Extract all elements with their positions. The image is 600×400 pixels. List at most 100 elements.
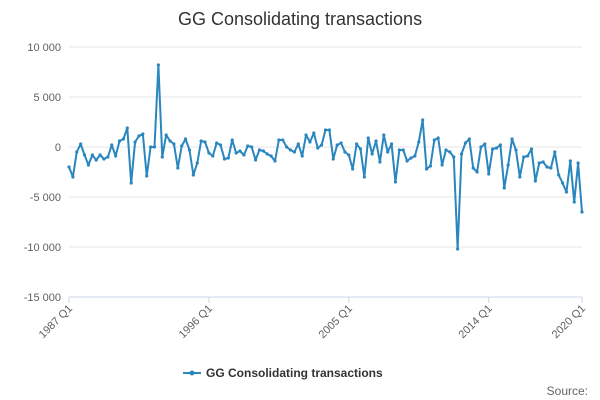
data-point[interactable] xyxy=(471,166,475,170)
data-point[interactable] xyxy=(362,175,366,179)
data-point[interactable] xyxy=(525,154,530,158)
data-point[interactable] xyxy=(518,175,522,179)
data-point[interactable] xyxy=(440,163,444,167)
data-point[interactable] xyxy=(382,133,386,137)
data-point[interactable] xyxy=(553,150,557,154)
data-point[interactable] xyxy=(436,136,440,140)
data-point[interactable] xyxy=(320,143,324,147)
data-point[interactable] xyxy=(475,170,479,174)
data-point[interactable] xyxy=(541,160,545,164)
data-point[interactable] xyxy=(207,151,211,155)
data-point[interactable] xyxy=(343,150,347,154)
data-point[interactable] xyxy=(335,143,339,147)
data-point[interactable] xyxy=(417,140,421,144)
data-point[interactable] xyxy=(444,148,448,152)
data-point[interactable] xyxy=(168,139,172,143)
data-point[interactable] xyxy=(529,147,534,151)
data-point[interactable] xyxy=(226,156,230,160)
data-point[interactable] xyxy=(354,142,359,146)
data-point[interactable] xyxy=(491,147,495,151)
data-point[interactable] xyxy=(459,152,464,156)
data-point[interactable] xyxy=(494,146,499,150)
data-point[interactable] xyxy=(316,146,320,150)
data-point[interactable] xyxy=(358,147,363,151)
data-point[interactable] xyxy=(114,154,118,158)
data-point[interactable] xyxy=(432,138,436,142)
data-point[interactable] xyxy=(487,172,491,176)
data-point[interactable] xyxy=(176,166,180,170)
data-point[interactable] xyxy=(393,180,398,184)
data-point[interactable] xyxy=(149,145,153,149)
data-point[interactable] xyxy=(386,150,390,154)
data-point[interactable] xyxy=(253,158,258,162)
data-point[interactable] xyxy=(71,175,75,179)
data-point[interactable] xyxy=(300,154,304,158)
data-point[interactable] xyxy=(537,161,541,165)
data-point[interactable] xyxy=(347,153,351,157)
data-point[interactable] xyxy=(230,138,234,142)
data-point[interactable] xyxy=(370,152,374,156)
data-point[interactable] xyxy=(133,140,137,144)
data-point[interactable] xyxy=(564,190,569,194)
data-point[interactable] xyxy=(568,159,572,163)
data-point[interactable] xyxy=(238,149,242,153)
data-point[interactable] xyxy=(533,179,537,183)
data-point[interactable] xyxy=(125,126,129,130)
data-point[interactable] xyxy=(75,150,79,154)
data-point[interactable] xyxy=(522,155,526,159)
data-point[interactable] xyxy=(98,153,102,157)
data-point[interactable] xyxy=(549,166,553,170)
data-point[interactable] xyxy=(397,148,401,152)
data-point[interactable] xyxy=(273,159,277,163)
legend[interactable]: GG Consolidating transactions xyxy=(183,366,383,380)
data-point[interactable] xyxy=(292,150,297,154)
data-point[interactable] xyxy=(560,181,565,185)
data-point[interactable] xyxy=(506,163,510,167)
data-point[interactable] xyxy=(401,148,405,152)
data-point[interactable] xyxy=(456,247,460,251)
data-point[interactable] xyxy=(137,134,141,138)
data-point[interactable] xyxy=(79,142,83,146)
data-point[interactable] xyxy=(483,142,487,146)
data-point[interactable] xyxy=(106,155,110,159)
data-point[interactable] xyxy=(117,139,122,143)
data-point[interactable] xyxy=(339,141,343,145)
data-point[interactable] xyxy=(545,165,549,169)
data-point[interactable] xyxy=(448,150,452,154)
data-point[interactable] xyxy=(351,167,355,171)
data-point[interactable] xyxy=(234,151,238,155)
data-point[interactable] xyxy=(164,133,168,137)
data-point[interactable] xyxy=(172,142,176,146)
data-point[interactable] xyxy=(195,161,199,165)
data-point[interactable] xyxy=(327,128,331,132)
data-point[interactable] xyxy=(257,148,262,152)
data-point[interactable] xyxy=(421,118,425,122)
data-point[interactable] xyxy=(580,210,584,214)
data-point[interactable] xyxy=(67,165,71,169)
data-point[interactable] xyxy=(288,148,293,152)
data-point[interactable] xyxy=(90,153,94,157)
data-point[interactable] xyxy=(86,163,91,167)
data-point[interactable] xyxy=(269,154,273,158)
data-point[interactable] xyxy=(285,145,289,149)
data-point[interactable] xyxy=(203,140,207,144)
data-point[interactable] xyxy=(94,158,98,162)
data-point[interactable] xyxy=(277,138,281,142)
data-point[interactable] xyxy=(331,157,335,161)
data-point[interactable] xyxy=(102,157,106,161)
data-point[interactable] xyxy=(82,153,87,157)
data-point[interactable] xyxy=(463,141,468,145)
data-point[interactable] xyxy=(281,138,285,142)
data-point[interactable] xyxy=(110,143,114,147)
data-point[interactable] xyxy=(215,141,219,145)
data-point[interactable] xyxy=(572,200,576,204)
data-point[interactable] xyxy=(323,128,328,132)
data-point[interactable] xyxy=(498,143,502,147)
data-point[interactable] xyxy=(222,157,227,161)
data-point[interactable] xyxy=(187,148,192,152)
data-point[interactable] xyxy=(145,174,149,178)
data-point[interactable] xyxy=(156,63,160,67)
data-point[interactable] xyxy=(479,145,483,149)
data-point[interactable] xyxy=(428,164,433,168)
data-point[interactable] xyxy=(183,137,188,141)
